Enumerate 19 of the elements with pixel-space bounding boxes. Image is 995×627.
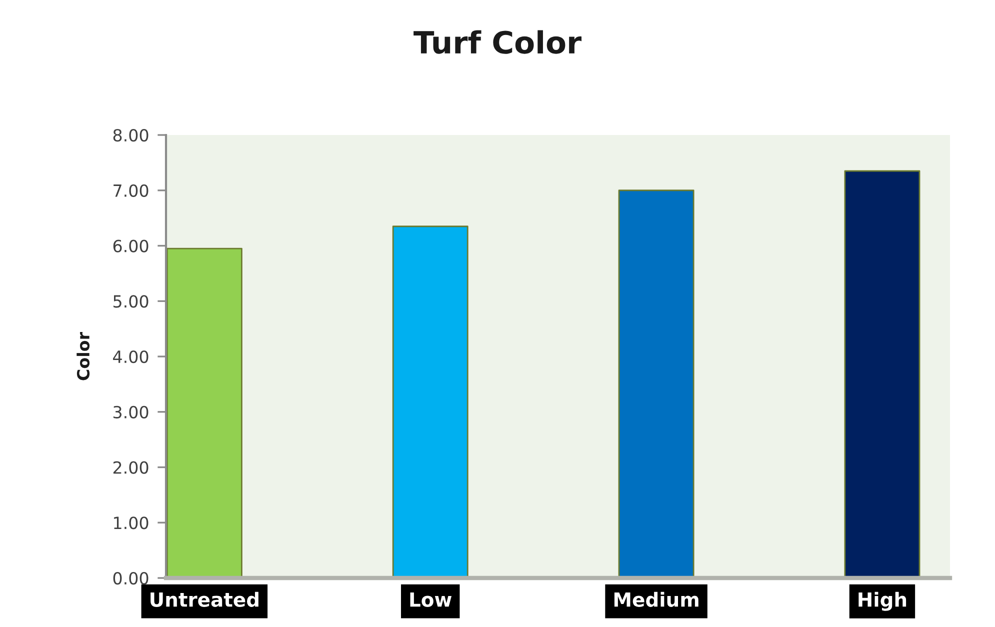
bar	[392, 226, 468, 578]
y-tick-label: 2.00	[113, 461, 148, 474]
y-tick-label: 4.00	[113, 350, 148, 364]
x-tick-label: Medium	[614, 592, 698, 607]
y-tick-label: 8.00	[113, 128, 148, 142]
x-tick-label: Low	[410, 592, 452, 607]
y-tick-label: 0.00	[113, 572, 148, 585]
y-tick-label: 6.00	[113, 240, 148, 252]
chart-title: Turf Color	[414, 30, 582, 54]
y-tick-label: 1.00	[114, 516, 148, 530]
bar	[618, 190, 694, 578]
y-tick-label: 5.00	[114, 295, 148, 308]
x-tick-label: Untreated	[150, 592, 258, 607]
bar	[844, 170, 920, 578]
x-tick-label: High	[858, 592, 906, 611]
bar	[166, 248, 242, 578]
y-axis-title: Color	[76, 332, 90, 380]
y-tick-label: 3.00	[113, 406, 148, 418]
y-tick-label: 7.00	[114, 184, 148, 197]
